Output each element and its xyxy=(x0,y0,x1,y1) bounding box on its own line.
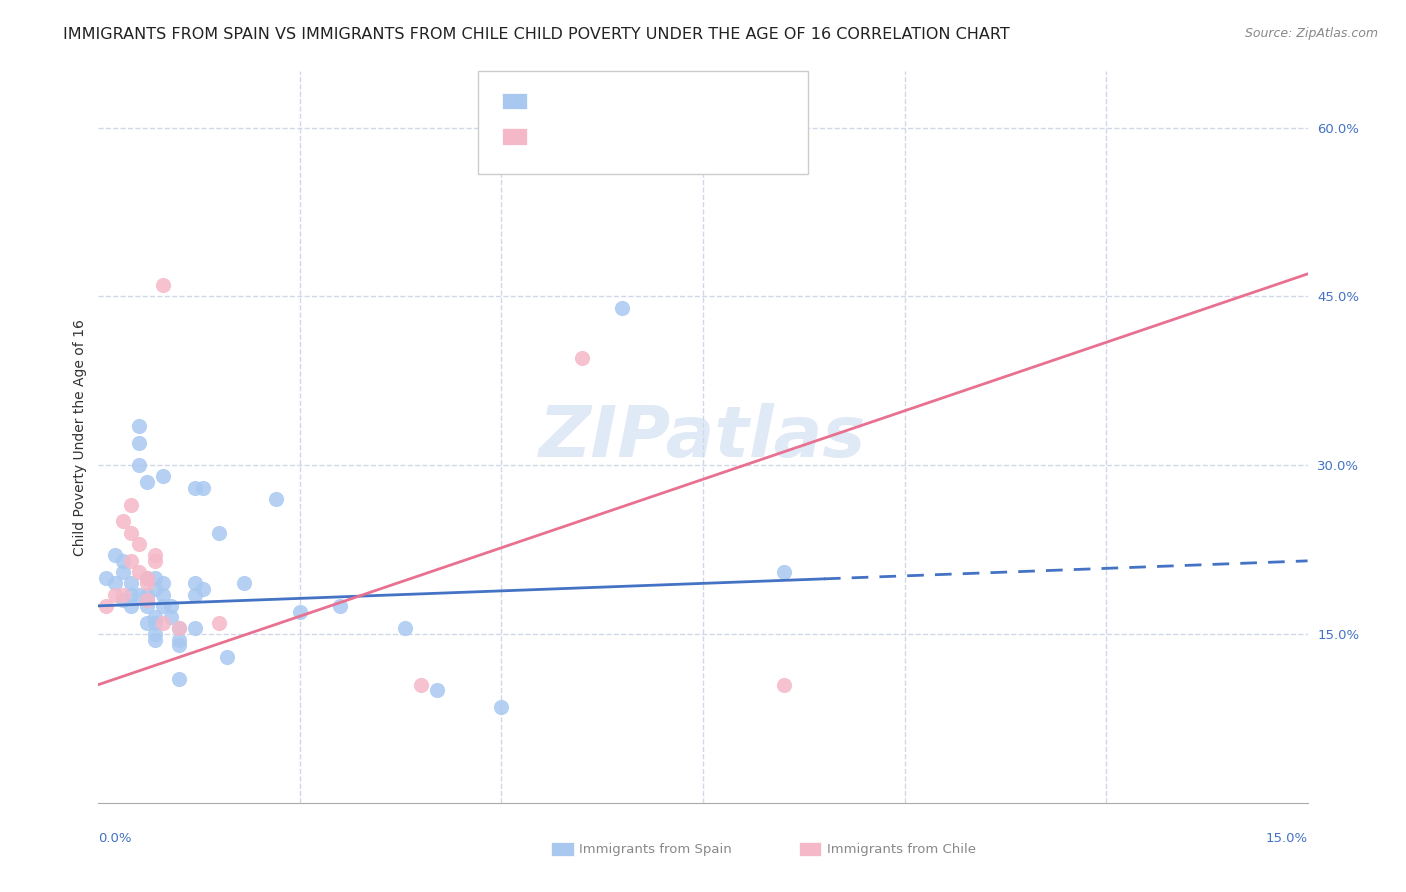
Point xyxy=(288,605,311,619)
Point xyxy=(426,683,449,698)
Point xyxy=(167,621,190,635)
Point xyxy=(772,678,794,692)
Point xyxy=(96,599,118,613)
Point xyxy=(128,418,150,433)
Point xyxy=(394,621,416,635)
Point xyxy=(120,554,142,568)
Point xyxy=(143,615,166,630)
Text: 0.619: 0.619 xyxy=(574,129,617,144)
Point xyxy=(103,588,125,602)
Point xyxy=(120,588,142,602)
Point xyxy=(143,548,166,562)
Point xyxy=(167,621,190,635)
Point xyxy=(193,582,215,596)
Text: N =: N = xyxy=(633,129,664,144)
Point xyxy=(491,700,513,714)
Point xyxy=(772,120,794,135)
Point xyxy=(152,588,174,602)
Point xyxy=(120,498,142,512)
Point xyxy=(571,351,593,366)
Point xyxy=(152,278,174,293)
Point xyxy=(120,525,142,540)
Point xyxy=(208,525,231,540)
Text: IMMIGRANTS FROM SPAIN VS IMMIGRANTS FROM CHILE CHILD POVERTY UNDER THE AGE OF 16: IMMIGRANTS FROM SPAIN VS IMMIGRANTS FROM… xyxy=(63,27,1010,42)
Text: 22: 22 xyxy=(666,129,686,144)
Point xyxy=(152,615,174,630)
Point xyxy=(143,571,166,585)
Point xyxy=(167,672,190,686)
Point xyxy=(232,576,254,591)
Point xyxy=(135,588,157,602)
Point xyxy=(160,610,183,624)
Point xyxy=(135,475,157,489)
Point xyxy=(193,481,215,495)
Point xyxy=(135,593,157,607)
Point xyxy=(135,599,157,613)
Point xyxy=(167,632,190,647)
Point xyxy=(152,576,174,591)
Point xyxy=(135,571,157,585)
Point xyxy=(409,678,432,692)
Point xyxy=(135,576,157,591)
Point xyxy=(143,610,166,624)
Point xyxy=(184,588,207,602)
Point xyxy=(184,621,207,635)
Point xyxy=(143,627,166,641)
Text: R =: R = xyxy=(537,129,567,144)
Point xyxy=(329,599,352,613)
Point xyxy=(128,588,150,602)
Point xyxy=(152,599,174,613)
Point xyxy=(103,548,125,562)
Text: N =: N = xyxy=(633,94,664,108)
Text: Source: ZipAtlas.com: Source: ZipAtlas.com xyxy=(1244,27,1378,40)
Point xyxy=(111,593,134,607)
Point xyxy=(143,582,166,596)
Point xyxy=(120,599,142,613)
Text: 0.0%: 0.0% xyxy=(98,832,132,845)
Point xyxy=(135,593,157,607)
Text: 0.070: 0.070 xyxy=(574,94,617,108)
Point xyxy=(160,599,183,613)
Point xyxy=(184,481,207,495)
Point xyxy=(111,515,134,529)
Point xyxy=(184,576,207,591)
Point xyxy=(128,458,150,473)
Point xyxy=(128,565,150,579)
Point xyxy=(143,632,166,647)
Text: 15.0%: 15.0% xyxy=(1265,832,1308,845)
Text: Immigrants from Chile: Immigrants from Chile xyxy=(827,843,976,855)
Point xyxy=(128,435,150,450)
Text: 52: 52 xyxy=(666,94,686,108)
Point xyxy=(772,565,794,579)
Point xyxy=(264,491,287,506)
Point xyxy=(217,649,239,664)
Point xyxy=(135,571,157,585)
Text: ZIPatlas: ZIPatlas xyxy=(540,402,866,472)
Point xyxy=(135,615,157,630)
Point xyxy=(120,576,142,591)
Point xyxy=(111,554,134,568)
Point xyxy=(152,469,174,483)
Point xyxy=(111,588,134,602)
Text: R =: R = xyxy=(537,94,567,108)
Y-axis label: Child Poverty Under the Age of 16: Child Poverty Under the Age of 16 xyxy=(73,318,87,556)
Text: Immigrants from Spain: Immigrants from Spain xyxy=(579,843,733,855)
Point xyxy=(111,565,134,579)
Point xyxy=(208,615,231,630)
Point xyxy=(96,571,118,585)
Point xyxy=(612,301,634,315)
Point xyxy=(143,554,166,568)
Point xyxy=(167,638,190,652)
Point xyxy=(128,537,150,551)
Point xyxy=(103,576,125,591)
